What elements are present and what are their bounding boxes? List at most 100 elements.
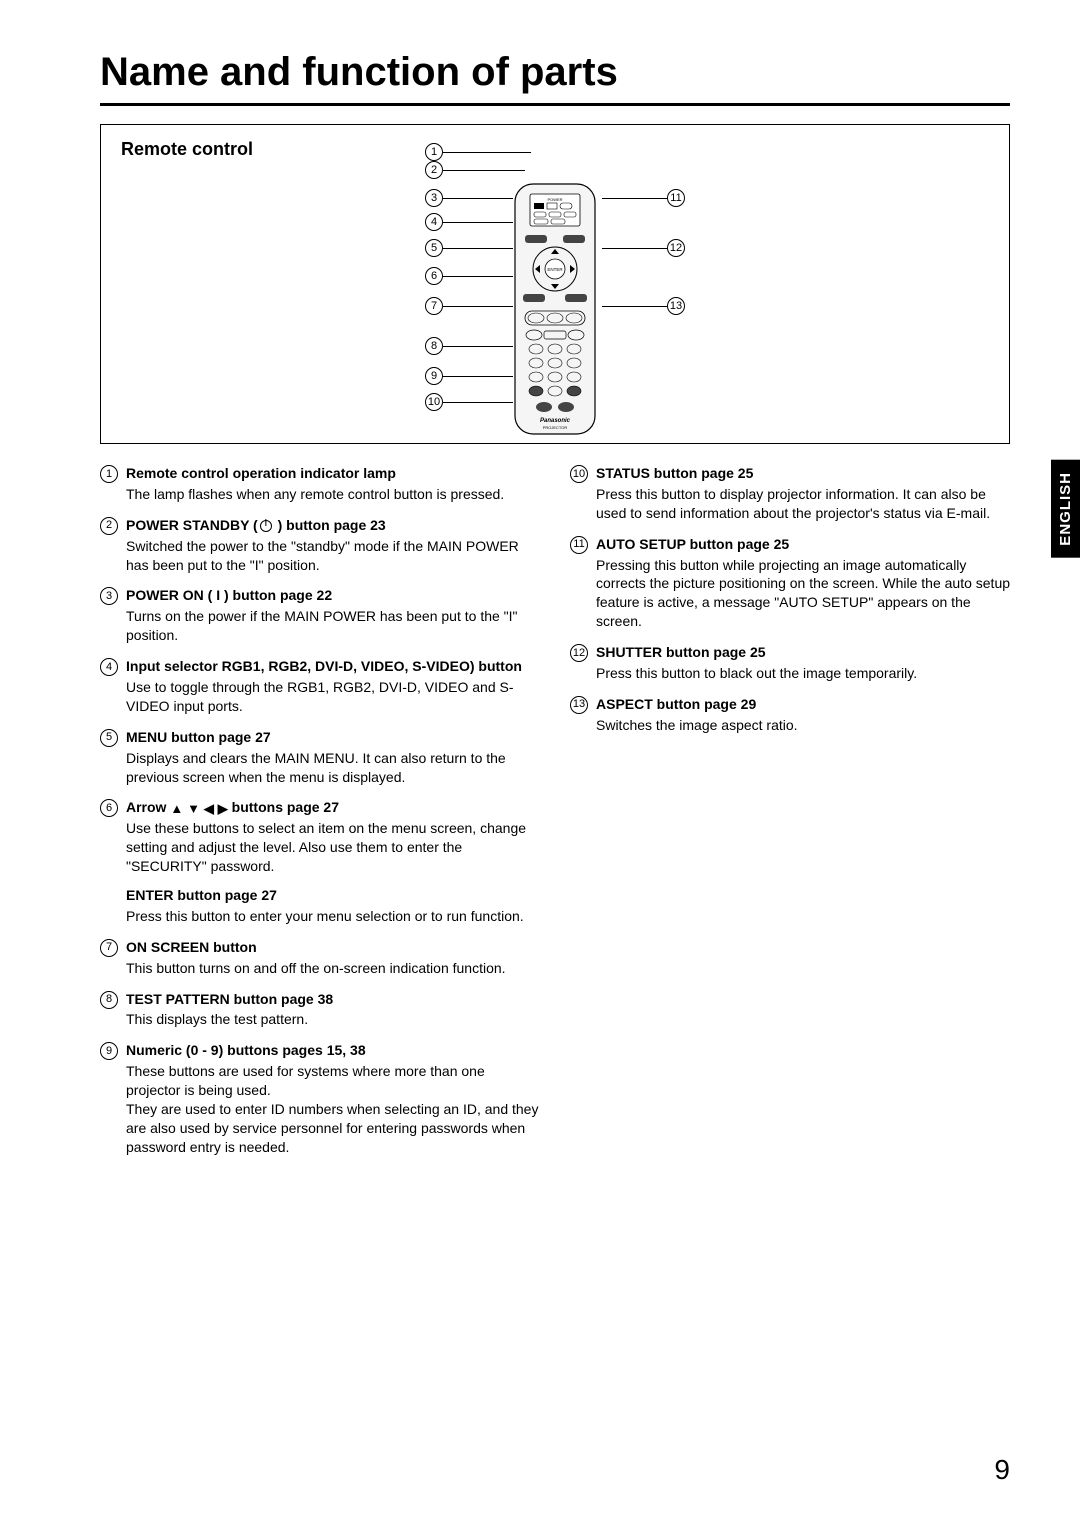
callout-number: 1 [425, 143, 443, 161]
item-number: 10 [570, 465, 588, 483]
desc-item-1: 1Remote control operation indicator lamp… [100, 464, 540, 504]
item-body: ON SCREEN buttonThis button turns on and… [126, 938, 540, 978]
item-desc: This button turns on and off the on-scre… [126, 959, 540, 978]
item-title: Remote control operation indicator lamp [126, 464, 540, 483]
leader-line [443, 198, 513, 199]
callout-number: 12 [667, 239, 685, 257]
item-number: 2 [100, 517, 118, 535]
item-desc: Pressing this button while projecting an… [596, 556, 1010, 632]
item-title: Input selector RGB1, RGB2, DVI-D, VIDEO,… [126, 657, 540, 676]
sub-item-title: ENTER button page 27 [126, 886, 540, 905]
callout-5: 5 [425, 239, 513, 257]
item-desc: The lamp flashes when any remote control… [126, 485, 540, 504]
leader-line [443, 248, 513, 249]
remote-icon: POWER ENTER [510, 179, 600, 439]
callout-number: 9 [425, 367, 443, 385]
item-title: POWER STANDBY ( ) button page 23 [126, 516, 540, 535]
page-title: Name and function of parts [100, 50, 1010, 106]
item-body: POWER ON ( I ) button page 22Turns on th… [126, 586, 540, 645]
callout-number: 3 [425, 189, 443, 207]
leader-line [443, 402, 513, 403]
item-desc: Press this button to display projector i… [596, 485, 1010, 523]
svg-text:ENTER: ENTER [547, 267, 563, 272]
callout-7: 7 [425, 297, 513, 315]
item-body: SHUTTER button page 25Press this button … [596, 643, 1010, 683]
item-title: Numeric (0 - 9) buttons pages 15, 38 [126, 1041, 540, 1060]
callout-8: 8 [425, 337, 513, 355]
desc-item-3: 3 POWER ON ( I ) button page 22Turns on t… [100, 586, 540, 645]
leader-line [443, 276, 513, 277]
callout-3: 3 [425, 189, 513, 207]
callout-10: 10 [425, 393, 513, 411]
item-body: Arrow ▲ ▼ ◀ ▶ buttons page 27Use these b… [126, 798, 540, 925]
right-column: 10 STATUS button page 25 Press this button… [570, 464, 1010, 1169]
item-number: 13 [570, 696, 588, 714]
leader-line [602, 306, 667, 307]
item-number: 9 [100, 1042, 118, 1060]
callout-12: 12 [602, 239, 685, 257]
item-desc: Switched the power to the "standby" mode… [126, 537, 540, 575]
item-body: AUTO SETUP button page 25Pressing this b… [596, 535, 1010, 631]
item-title: POWER ON ( I ) button page 22 [126, 586, 540, 605]
desc-item-8: 8TEST PATTERN button page 38This display… [100, 990, 540, 1030]
item-number: 3 [100, 587, 118, 605]
item-number: 6 [100, 799, 118, 817]
callout-2: 2 [425, 161, 525, 179]
desc-item-2: 2 POWER STANDBY ( ) button page 23 Switche… [100, 516, 540, 575]
leader-line [443, 346, 513, 347]
description-columns: 1Remote control operation indicator lamp… [100, 464, 1010, 1169]
arrow-icon: ▲ [170, 802, 183, 815]
callout-number: 4 [425, 213, 443, 231]
callout-number: 11 [667, 189, 685, 207]
desc-item-10: 10 STATUS button page 25 Press this button… [570, 464, 1010, 523]
power-icon [260, 520, 272, 532]
leader-line [602, 248, 667, 249]
callout-number: 5 [425, 239, 443, 257]
svg-text:POWER: POWER [547, 197, 562, 202]
item-title: ASPECT button page 29 [596, 695, 1010, 714]
desc-item-4: 4Input selector RGB1, RGB2, DVI-D, VIDEO… [100, 657, 540, 716]
language-tab: ENGLISH [1051, 460, 1080, 558]
desc-item-6: 6 Arrow ▲ ▼ ◀ ▶ buttons page 27Use these … [100, 798, 540, 925]
desc-item-13: 13 ASPECT button page 29 Switches the imag… [570, 695, 1010, 735]
callout-4: 4 [425, 213, 513, 231]
diagram-box: Remote control POWER ENTER [100, 124, 1010, 444]
item-number: 7 [100, 939, 118, 957]
callout-number: 6 [425, 267, 443, 285]
item-desc: Displays and clears the MAIN MENU. It ca… [126, 749, 540, 787]
item-body: MENU button page 27 Displays and clears t… [126, 728, 540, 787]
leader-line [443, 222, 513, 223]
callout-6: 6 [425, 267, 513, 285]
item-body: Input selector RGB1, RGB2, DVI-D, VIDEO,… [126, 657, 540, 716]
callout-number: 10 [425, 393, 443, 411]
item-number: 5 [100, 729, 118, 747]
callout-1: 1 [425, 143, 531, 161]
item-desc: This displays the test pattern. [126, 1010, 540, 1029]
arrow-icon: ▶ [218, 802, 228, 815]
item-title: TEST PATTERN button page 38 [126, 990, 540, 1009]
arrow-icon: ◀ [204, 802, 214, 815]
leader-line [443, 152, 531, 153]
item-body: TEST PATTERN button page 38This displays… [126, 990, 540, 1030]
item-desc: Switches the image aspect ratio. [596, 716, 1010, 735]
svg-text:PROJECTOR: PROJECTOR [543, 425, 568, 430]
desc-item-11: 11AUTO SETUP button page 25Pressing this… [570, 535, 1010, 631]
leader-line [602, 198, 667, 199]
item-body: Numeric (0 - 9) buttons pages 15, 38Thes… [126, 1041, 540, 1156]
item-body: POWER STANDBY ( ) button page 23 Switched… [126, 516, 540, 575]
callout-11: 11 [602, 189, 685, 207]
callout-9: 9 [425, 367, 513, 385]
item-desc: Use to toggle through the RGB1, RGB2, DV… [126, 678, 540, 716]
callout-number: 8 [425, 337, 443, 355]
leader-line [443, 306, 513, 307]
desc-item-9: 9 Numeric (0 - 9) buttons pages 15, 38The… [100, 1041, 540, 1156]
desc-item-5: 5 MENU button page 27 Displays and clears … [100, 728, 540, 787]
callout-number: 7 [425, 297, 443, 315]
item-desc: Press this button to black out the image… [596, 664, 1010, 683]
sub-item-desc: Press this button to enter your menu sel… [126, 907, 540, 926]
item-title: STATUS button page 25 [596, 464, 1010, 483]
item-body: STATUS button page 25 Press this button t… [596, 464, 1010, 523]
callout-13: 13 [602, 297, 685, 315]
item-desc: Use these buttons to select an item on t… [126, 819, 540, 876]
item-title: MENU button page 27 [126, 728, 540, 747]
